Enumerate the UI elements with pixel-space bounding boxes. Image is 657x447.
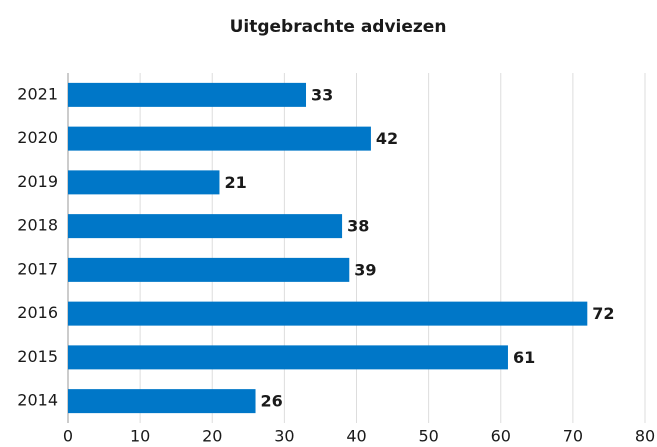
x-tick-label: 30 [274, 427, 294, 446]
chart-title: Uitgebrachte adviezen [230, 17, 447, 37]
value-label: 38 [347, 217, 369, 236]
value-label: 26 [261, 392, 283, 411]
value-label: 21 [224, 173, 246, 192]
y-tick-label: 2021 [17, 84, 58, 103]
value-label: 42 [376, 129, 398, 148]
y-tick-label: 2019 [17, 172, 58, 191]
y-tick-label: 2020 [17, 128, 58, 147]
bar [68, 257, 350, 282]
y-tick-label: 2015 [17, 347, 58, 366]
x-tick-label: 10 [130, 427, 150, 446]
y-tick-label: 2017 [17, 259, 58, 278]
bar [68, 389, 256, 414]
x-tick-label: 60 [491, 427, 511, 446]
y-tick-label: 2016 [17, 303, 58, 322]
bar [68, 126, 371, 151]
value-label: 33 [311, 85, 333, 104]
bar [68, 214, 343, 239]
x-tick-label: 0 [63, 427, 73, 446]
y-tick-label: 2018 [17, 216, 58, 235]
bar [68, 345, 508, 370]
x-tick-label: 70 [563, 427, 583, 446]
bar [68, 170, 220, 195]
value-label: 72 [592, 304, 614, 323]
x-tick-label: 50 [418, 427, 438, 446]
y-tick-label: 2014 [17, 391, 58, 410]
value-label: 39 [354, 260, 376, 279]
x-tick-label: 20 [202, 427, 222, 446]
bar [68, 301, 588, 326]
x-tick-label: 80 [635, 427, 655, 446]
value-label: 61 [513, 348, 535, 367]
x-tick-label: 40 [346, 427, 366, 446]
bar [68, 82, 307, 107]
